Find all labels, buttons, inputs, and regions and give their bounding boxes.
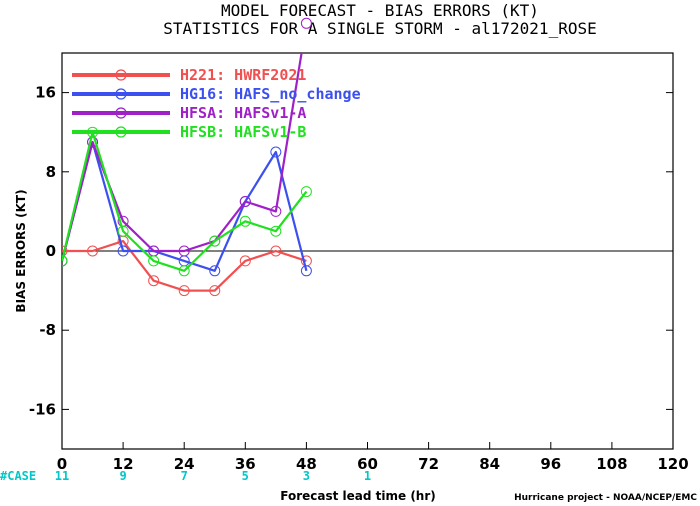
x-tick-label: 120 xyxy=(657,455,688,473)
legend-label: HFSB: HAFSv1-B xyxy=(180,123,306,141)
y-tick-label: -16 xyxy=(29,400,56,418)
case-count: 9 xyxy=(119,469,126,483)
x-axis-ticks: 0 12 24 36 48 60 72 84 96 108 120 xyxy=(57,442,689,473)
y-axis-ticks: -16 -8 0 8 16 xyxy=(29,84,673,418)
y-tick-label: -8 xyxy=(39,321,56,339)
data-point xyxy=(117,245,129,257)
data-point xyxy=(209,265,221,277)
data-point xyxy=(239,196,251,207)
x-tick-label: 72 xyxy=(418,455,439,473)
data-point xyxy=(270,146,282,158)
series-line-2 xyxy=(62,53,303,262)
x-tick-label: 84 xyxy=(479,455,500,473)
legend-marker xyxy=(115,88,127,100)
legend-label: HG16: HAFS_no_change xyxy=(180,85,361,103)
credit-text: Hurricane project - NOAA/NCEP/EMC xyxy=(514,493,697,503)
data-point xyxy=(87,245,99,257)
case-count: 5 xyxy=(242,469,249,483)
legend-label: HFSA: HAFSv1-A xyxy=(180,104,306,122)
data-point xyxy=(148,255,160,267)
series-line-3 xyxy=(62,131,308,272)
y-axis-label: BIAS ERRORS (KT) xyxy=(14,189,28,312)
data-point xyxy=(239,215,251,227)
case-count: 3 xyxy=(303,469,310,483)
data-point xyxy=(62,245,68,257)
data-point xyxy=(178,245,190,257)
data-point xyxy=(148,275,160,287)
chart-title: MODEL FORECAST - BIAS ERRORS (KT) xyxy=(221,1,539,20)
x-tick-label: 96 xyxy=(540,455,561,473)
case-count: 7 xyxy=(181,469,188,483)
data-point xyxy=(270,245,282,257)
series-layer xyxy=(62,53,312,297)
legend-label: H221: HWRF2021 xyxy=(180,66,306,84)
legend-marker xyxy=(115,107,127,119)
x-tick-label: 24 xyxy=(174,455,195,473)
data-point xyxy=(300,17,312,29)
data-point xyxy=(239,255,251,267)
y-tick-label: 8 xyxy=(46,163,56,181)
data-point xyxy=(209,235,221,247)
x-tick-label: 108 xyxy=(596,455,627,473)
data-point xyxy=(62,255,68,267)
case-label: #CASE xyxy=(0,469,36,483)
chart-subtitle: STATISTICS FOR A SINGLE STORM - al172021… xyxy=(163,19,596,38)
data-point xyxy=(270,205,282,217)
data-point xyxy=(178,285,190,297)
series-line-0 xyxy=(62,240,307,292)
legend-marker xyxy=(115,69,127,81)
y-tick-label: 0 xyxy=(46,242,56,260)
x-tick-label: 48 xyxy=(296,455,317,473)
x-tick-label: 36 xyxy=(235,455,256,473)
case-count: 11 xyxy=(55,469,69,483)
data-point xyxy=(300,186,312,198)
data-point xyxy=(300,265,312,277)
data-point xyxy=(178,265,190,277)
legend-marker xyxy=(115,126,127,138)
data-point xyxy=(117,225,129,237)
x-tick-label: 12 xyxy=(113,455,134,473)
y-tick-label: 16 xyxy=(35,84,56,102)
case-count-row: #CASE 11 9 7 5 3 1 xyxy=(0,469,371,483)
case-count: 1 xyxy=(364,469,371,483)
x-tick-label: 60 xyxy=(357,455,378,473)
x-axis-label: Forecast lead time (hr) xyxy=(280,489,436,503)
series-line-1 xyxy=(62,141,308,272)
overflow-marker-layer xyxy=(300,17,312,29)
data-point xyxy=(209,285,221,297)
data-point xyxy=(270,225,282,237)
x-tick-label: 0 xyxy=(57,455,67,473)
